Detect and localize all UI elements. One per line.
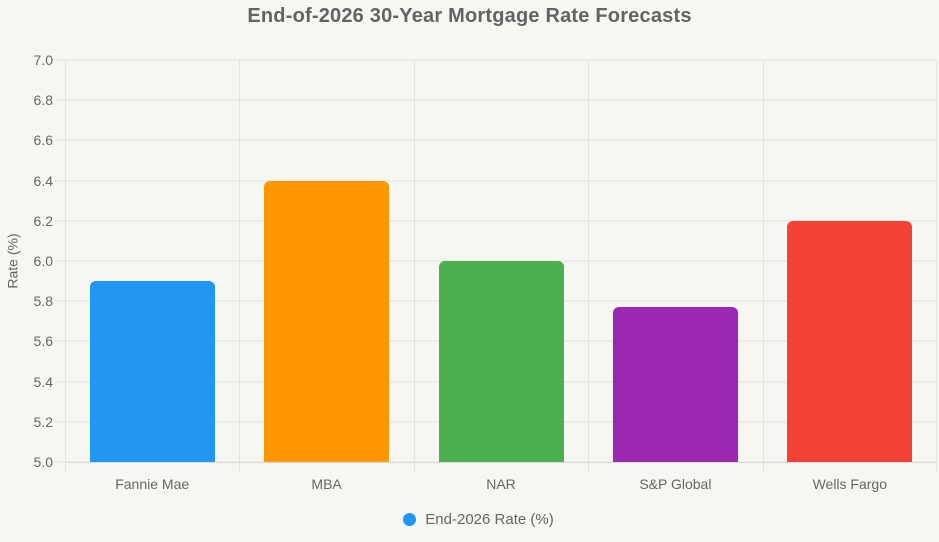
x-axis-label-nar: NAR	[486, 476, 516, 492]
gridline-horizontal	[55, 180, 937, 182]
gridline-vertical	[65, 60, 66, 472]
y-axis-tick-label: 6.8	[33, 92, 53, 109]
x-axis-labels: Fannie Mae MBA NAR S&P Global Wells Fargo	[65, 476, 937, 494]
chart-title: End-of-2026 30-Year Mortgage Rate Foreca…	[247, 5, 692, 27]
y-axis-tick-label: 6.0	[33, 253, 53, 269]
gridline-vertical	[239, 60, 241, 472]
bar-fannie-mae[interactable]	[89, 281, 215, 462]
x-axis-label-mba: MBA	[311, 476, 342, 492]
x-axis-label-fannie-mae: Fannie Mae	[115, 476, 190, 492]
gridline-horizontal	[55, 461, 937, 463]
y-axis-tick-label: 5.2	[33, 413, 53, 430]
x-axis-label-s-p-global: S&P Global	[639, 476, 712, 492]
gridline-vertical	[413, 60, 415, 472]
bar-nar[interactable]	[438, 261, 564, 462]
legend-marker-circle	[403, 513, 417, 526]
gridline-horizontal	[55, 99, 937, 101]
gridline-horizontal	[55, 59, 937, 61]
y-axis-tick-label: 6.2	[33, 212, 53, 229]
legend-item[interactable]: End-2026 Rate (%)	[0, 511, 939, 528]
gridline-vertical	[762, 60, 764, 472]
y-axis-tick-label: 6.6	[33, 132, 53, 149]
y-axis-tick-label: 5.6	[33, 333, 53, 350]
bar-s-p-global[interactable]	[612, 307, 738, 462]
y-axis-tick-label: 7.0	[33, 52, 53, 68]
y-axis-tick-label: 5.0	[33, 454, 53, 470]
bar-wells-fargo[interactable]	[787, 220, 913, 462]
legend-label: End-2026 Rate (%)	[425, 511, 554, 528]
plot-area	[55, 59, 937, 472]
bar-mba[interactable]	[264, 180, 390, 462]
x-axis-label-wells-fargo: Wells Fargo	[812, 476, 888, 492]
y-axis-tick-label: 5.8	[33, 293, 53, 310]
gridline-horizontal	[55, 220, 937, 222]
gridline-horizontal	[55, 139, 937, 141]
gridline-vertical	[936, 60, 937, 472]
y-axis-tick-labels: 5.0 5.2 5.4 5.6 5.8 6.0 6.2 6.4 6.6 6.8 7.0	[0, 53, 53, 469]
gridline-vertical	[588, 60, 590, 472]
y-axis-tick-label: 5.4	[33, 373, 53, 390]
y-axis-tick-label: 6.4	[33, 172, 53, 189]
